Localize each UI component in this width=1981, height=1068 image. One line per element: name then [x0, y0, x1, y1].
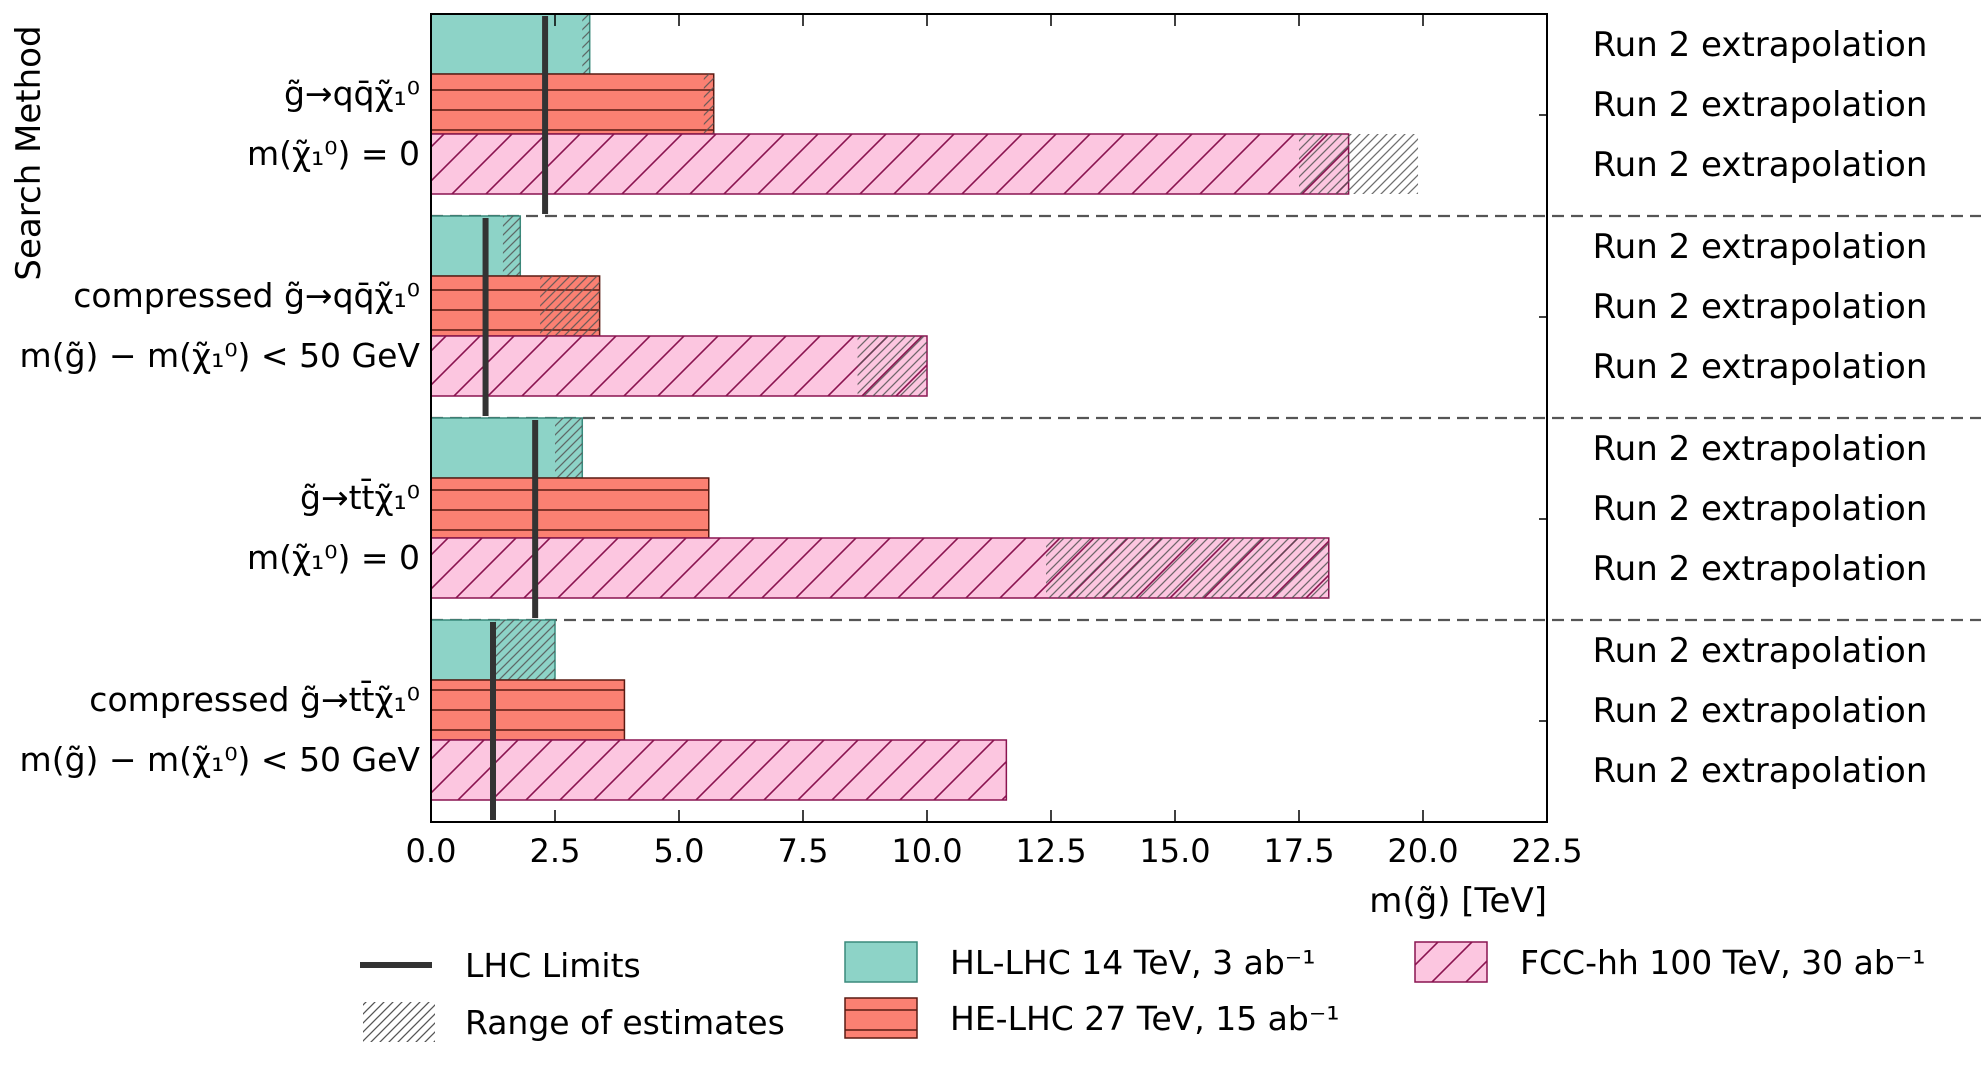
- x-tick-label: 22.5: [1511, 832, 1582, 870]
- bar-fcc-hh: [430, 133, 1350, 195]
- plot-frame: [430, 13, 1548, 823]
- bar-he-lhc: [430, 477, 710, 539]
- side-label: Run 2 extrapolation: [1593, 85, 1928, 125]
- bar-group: Run 2 extrapolation Run 2 extrapolation Ru…: [247, 417, 1981, 622]
- legend-entry-range: Range of estimates: [363, 1002, 785, 1042]
- legend: LHC Limits Range of estimates HL-LHC 14 Te…: [360, 941, 1925, 1042]
- x-axis-title: m(g̃) [TeV]: [1369, 881, 1547, 921]
- category-label: m(χ̃₁⁰) = 0: [247, 538, 420, 577]
- plot-area: Run 2 extrapolation Run 2 extrapolation Ru…: [20, 13, 1981, 823]
- x-tick-label: 15.0: [1139, 832, 1210, 870]
- bar-group: Run 2 extrapolation Run 2 extrapolation Ru…: [20, 215, 1981, 420]
- category-label: g̃→tt̄χ̃₁⁰: [300, 477, 420, 517]
- range-estimate: [1299, 134, 1419, 194]
- side-label: Run 2 extrapolation: [1593, 691, 1928, 731]
- side-label: Run 2 extrapolation: [1593, 631, 1928, 671]
- bar-he-lhc: [430, 679, 626, 741]
- side-label: Run 2 extrapolation: [1593, 287, 1928, 327]
- range-estimate: [582, 14, 590, 74]
- x-tick-label: 0.0: [406, 832, 457, 870]
- range-estimate: [555, 418, 583, 478]
- side-label: Run 2 extrapolation: [1593, 347, 1928, 387]
- x-tick-label: 20.0: [1387, 832, 1458, 870]
- side-label: Run 2 extrapolation: [1593, 25, 1928, 65]
- x-tick-label: 10.0: [891, 832, 962, 870]
- legend-swatch-fcc-hh: [1414, 941, 1488, 983]
- category-label: g̃→qq̄χ̃₁⁰: [284, 74, 420, 113]
- range-estimate: [703, 74, 714, 134]
- legend-swatch-hl-lhc: [844, 941, 918, 983]
- x-tick-label: 12.5: [1015, 832, 1086, 870]
- range-estimate: [1046, 538, 1329, 598]
- x-tick-label: 2.5: [530, 832, 581, 870]
- legend-entry-hl-lhc: HL-LHC 14 TeV, 3 ab⁻¹: [844, 941, 1315, 983]
- side-label: Run 2 extrapolation: [1593, 227, 1928, 267]
- legend-entry-lhc: LHC Limits: [360, 946, 641, 985]
- bar-he-lhc: [430, 73, 715, 135]
- side-label: Run 2 extrapolation: [1593, 751, 1928, 791]
- side-label: Run 2 extrapolation: [1593, 549, 1928, 589]
- x-axis: 0.0 2.5 5.0 7.5 10.0 12.5 15.0 17.5 20.0 22.5: [406, 14, 1583, 870]
- bar-group: Run 2 extrapolation Run 2 extrapolation Ru…: [20, 619, 1928, 820]
- category-label: compressed g̃→tt̄χ̃₁⁰: [89, 679, 420, 719]
- side-label: Run 2 extrapolation: [1593, 489, 1928, 529]
- legend-entry-fcc-hh: FCC-hh 100 TeV, 30 ab⁻¹: [1414, 941, 1925, 983]
- side-label: Run 2 extrapolation: [1593, 429, 1928, 469]
- legend-label: LHC Limits: [465, 946, 641, 985]
- legend-swatch-he-lhc: [844, 997, 918, 1039]
- category-label: m(g̃) − m(χ̃₁⁰) < 50 GeV: [20, 336, 421, 375]
- bar-fcc-hh: [430, 739, 1008, 801]
- category-label: m(χ̃₁⁰) = 0: [247, 134, 420, 173]
- y-axis-title: Search Method: [9, 25, 49, 280]
- category-label: m(g̃) − m(χ̃₁⁰) < 50 GeV: [20, 740, 421, 779]
- legend-label: FCC-hh 100 TeV, 30 ab⁻¹: [1520, 943, 1925, 982]
- x-tick-label: 7.5: [778, 832, 829, 870]
- legend-label: HE-LHC 27 TeV, 15 ab⁻¹: [950, 999, 1340, 1038]
- range-estimate: [540, 276, 600, 336]
- legend-swatch-range: [363, 1002, 435, 1042]
- range-estimate: [495, 620, 555, 680]
- bar-group: Run 2 extrapolation Run 2 extrapolation Ru…: [247, 13, 1981, 218]
- range-estimate: [857, 336, 927, 396]
- range-estimate: [502, 216, 521, 276]
- legend-entry-he-lhc: HE-LHC 27 TeV, 15 ab⁻¹: [844, 997, 1340, 1039]
- x-tick-label: 17.5: [1263, 832, 1334, 870]
- category-label: compressed g̃→qq̄χ̃₁⁰: [73, 276, 420, 315]
- legend-label: HL-LHC 14 TeV, 3 ab⁻¹: [950, 943, 1315, 982]
- legend-label: Range of estimates: [465, 1003, 785, 1042]
- side-label: Run 2 extrapolation: [1593, 145, 1928, 185]
- bar-hl-lhc: [430, 13, 591, 75]
- x-tick-label: 5.0: [654, 832, 705, 870]
- bar-fcc-hh: [430, 335, 928, 397]
